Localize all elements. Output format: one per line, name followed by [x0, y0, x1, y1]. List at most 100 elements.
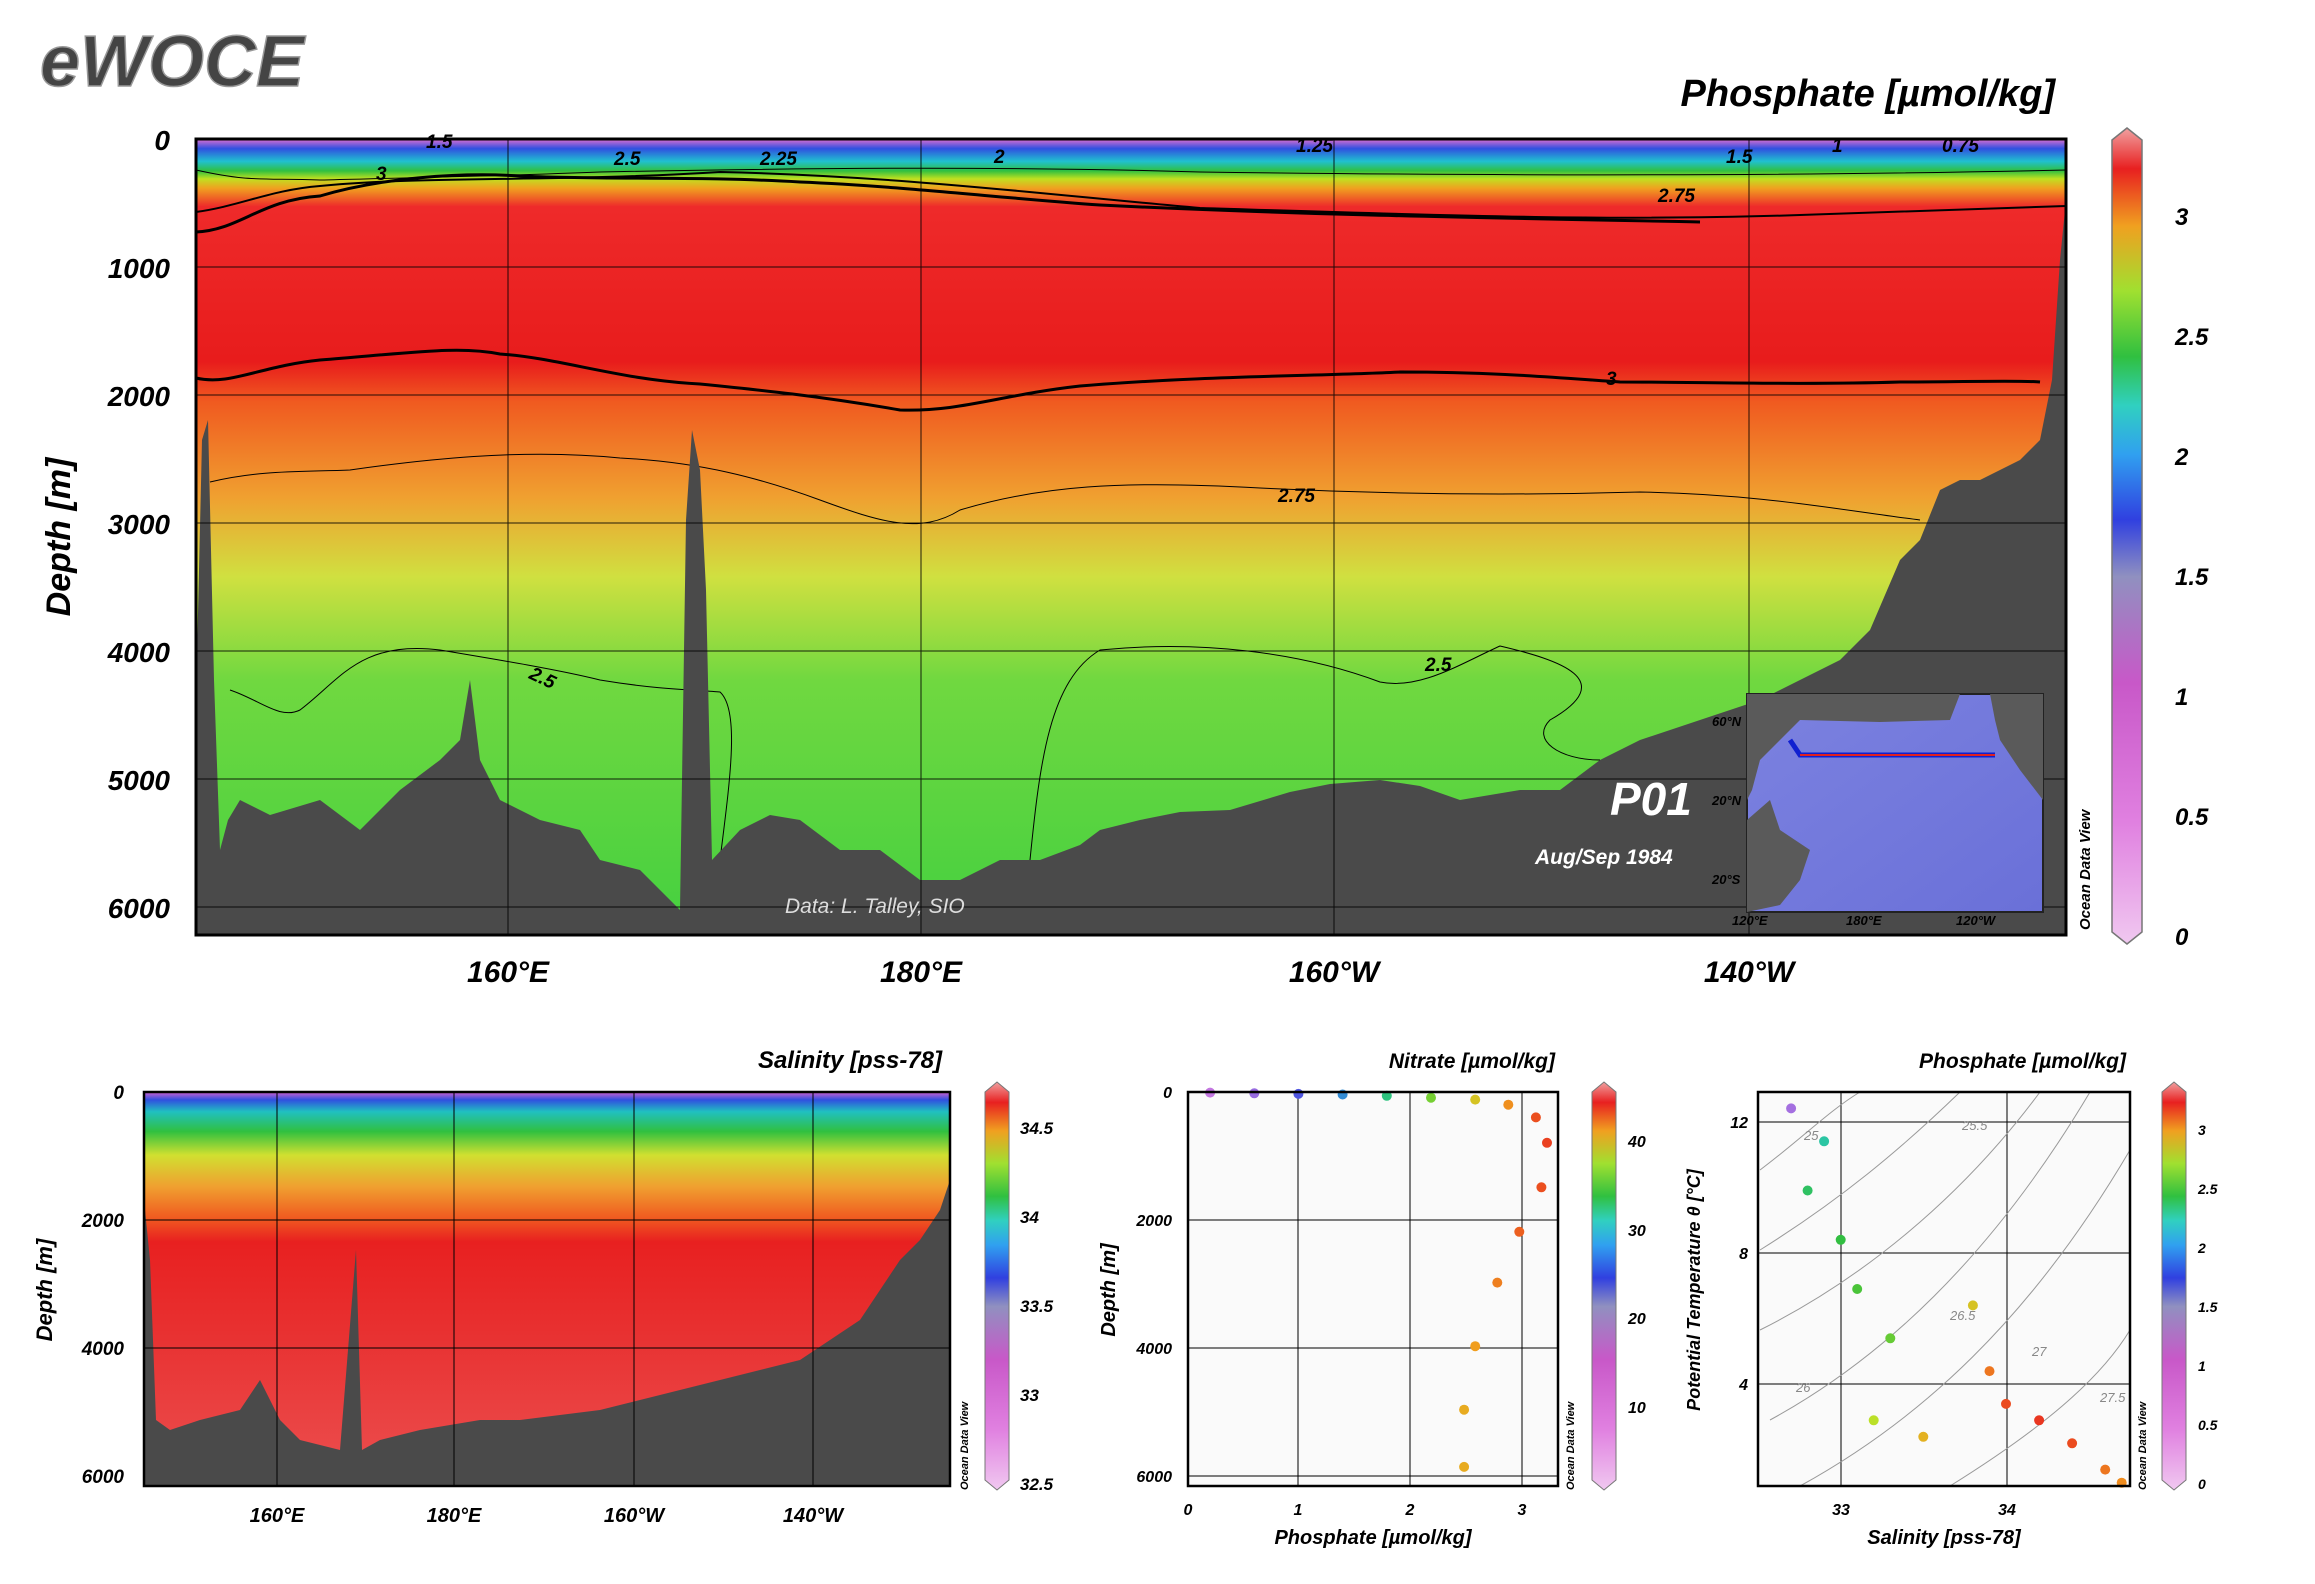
- contour-2p75-upper: [195, 170, 2067, 219]
- scatter-point: [1967, 1300, 1978, 1311]
- inset-lat-label: 20°N: [1711, 793, 1742, 808]
- section-name: P01: [1610, 773, 1692, 825]
- profile-depth-ticks: 0 2000 4000 6000: [1135, 1085, 1172, 1486]
- ts-plot-area: [1758, 1092, 2130, 1486]
- lon-tick: 160°W: [1289, 956, 1382, 989]
- ts-frame: [1756, 1090, 2132, 1488]
- scatter-point: [1918, 1431, 1929, 1442]
- x-tick: 34: [1998, 1502, 2016, 1519]
- x-tick: 0: [1184, 1502, 1193, 1519]
- colorbar-tick: 30: [1628, 1223, 1646, 1240]
- isopycnal-label: 25.5: [1961, 1118, 1988, 1133]
- main-chart-title: Phosphate [µmol/kg]: [1681, 73, 2057, 115]
- odv-watermark: Ocean Data View: [1565, 1400, 1577, 1490]
- lon-tick: 140°W: [1704, 956, 1797, 989]
- colorbar-tick: 33.5: [1020, 1297, 1054, 1316]
- inset-labels: 60°N 20°N 20°S 120°E 180°E 120°W: [1711, 714, 1997, 928]
- isopycnal-label: 26.5: [1949, 1308, 1976, 1323]
- contour-label: 1: [1832, 136, 1843, 157]
- profile-colorbar: [1591, 1081, 1617, 1491]
- inset-lat-label: 60°N: [1712, 714, 1742, 729]
- y-tick: 12: [1730, 1115, 1748, 1132]
- cruise-date: Aug/Sep 1984: [1534, 846, 1673, 869]
- profile-title: Nitrate [µmol/kg]: [1389, 1050, 1556, 1073]
- colorbar-tick: 2: [2197, 1240, 2206, 1256]
- colorbar-tick: 1.5: [2175, 564, 2209, 591]
- scatter-point: [1459, 1404, 1470, 1415]
- contour-label: 2.75: [1277, 486, 1315, 507]
- x-tick: 3: [1518, 1502, 1527, 1519]
- profile-plot-area: [1188, 1092, 1558, 1486]
- contour-2p5-upper: [195, 167, 2067, 181]
- scatter-point: [1802, 1185, 1813, 1196]
- colorbar-tick: 1: [2175, 684, 2188, 711]
- contour-3-upper: [195, 173, 1701, 234]
- depth-tick: 1000: [108, 253, 171, 284]
- colorbar-tick: 34.5: [1020, 1119, 1054, 1138]
- scatter-point: [1984, 1366, 1995, 1377]
- contour-label: 2.25: [759, 149, 797, 170]
- colorbar-tick: 20: [1627, 1311, 1646, 1328]
- scatter-point: [2001, 1398, 2011, 1409]
- colorbar-tick: 0: [2175, 924, 2189, 951]
- colorbar-tick: 10: [1628, 1400, 1646, 1417]
- lon-tick: 160°E: [250, 1505, 305, 1527]
- inset-map: 60°N 20°N 20°S 120°E 180°E 120°W: [1711, 693, 2044, 928]
- x-tick: 33: [1832, 1502, 1850, 1519]
- isopycnals: [1759, 1091, 2131, 1487]
- colorbar-tick: 2: [2174, 444, 2189, 471]
- scatter-point: [1536, 1182, 1547, 1193]
- salinity-bathymetry: [144, 1180, 950, 1486]
- inset-lon-label: 120°E: [1732, 913, 1768, 928]
- isopycnal-label: 25: [1803, 1128, 1819, 1143]
- contour-label: 2.5: [1424, 655, 1452, 676]
- inset-land-americas: [1990, 694, 2043, 800]
- profile-grid: [1188, 1092, 1558, 1486]
- colorbar-tick: 2.5: [2174, 324, 2209, 351]
- inset-land-west: [1747, 800, 1810, 912]
- scatter-point: [1852, 1284, 1863, 1294]
- scatter-point: [1249, 1088, 1260, 1099]
- ts-points: [1786, 1103, 2127, 1488]
- colorbar-tick: 1.5: [2198, 1299, 2218, 1315]
- data-credit: Data: L. Talley, SIO: [785, 895, 965, 918]
- scatter-point: [1542, 1137, 1552, 1148]
- contour-label: 3: [376, 164, 387, 185]
- isopycnal-label: 26: [1795, 1380, 1811, 1395]
- ts-x-ticks: 33 34: [1832, 1502, 2016, 1519]
- scatter-point: [1530, 1112, 1541, 1123]
- colorbar-ticks: 3 2.5 2 1.5 1 0.5 0: [2174, 204, 2209, 951]
- depth-tick: 0: [113, 1083, 124, 1104]
- salinity-title: Salinity [pss-78]: [758, 1047, 943, 1074]
- colorbar-tick: 1: [2198, 1358, 2206, 1374]
- main-colorbar: 3 2.5 2 1.5 1 0.5 0 Ocean Data View: [2077, 127, 2209, 951]
- contour-label: 2.75: [1657, 186, 1695, 207]
- scatter-point: [2100, 1464, 2111, 1475]
- main-section-plot: 0.75 1 1.25 1.5 1.5 2 2.25 2.5 2.75 3 3 …: [40, 125, 2209, 989]
- colorbar-tick: 0.5: [2175, 804, 2209, 831]
- salinity-colorbar-ticks: 34.5 34 33.5 33 32.5: [1020, 1119, 1054, 1494]
- colorbar-ramp: [2111, 127, 2143, 945]
- contour-label: 3: [1606, 369, 1617, 390]
- isopycnal-label: 27: [2031, 1344, 2047, 1359]
- depth-tick: 6000: [1136, 1469, 1172, 1486]
- scatter-point: [2034, 1415, 2045, 1426]
- contour-label: 2: [993, 147, 1005, 168]
- scatter-point: [1885, 1333, 1896, 1344]
- scatter-point: [1835, 1234, 1846, 1245]
- ts-x-axis-label: Salinity [pss-78]: [1867, 1527, 2022, 1549]
- depth-tick: 4000: [107, 637, 171, 668]
- ts-title: Phosphate [µmol/kg]: [1919, 1050, 2127, 1073]
- inset-lon-label: 120°W: [1956, 913, 1997, 928]
- main-frame: [194, 137, 2068, 937]
- depth-tick: 4000: [1135, 1341, 1172, 1358]
- colorbar-tick: 3: [2198, 1122, 2206, 1138]
- x-tick: 2: [1405, 1502, 1415, 1519]
- lon-tick: 180°E: [427, 1505, 482, 1527]
- main-lon-ticks: 160°E 180°E 160°W 140°W: [467, 956, 1797, 989]
- salinity-grid: [144, 1092, 950, 1486]
- lon-tick: 140°W: [783, 1505, 845, 1527]
- depth-tick: 2000: [1135, 1213, 1172, 1230]
- salinity-section-plot: Salinity [pss-78] Depth [m] 0 2000 4000 …: [32, 1047, 1054, 1527]
